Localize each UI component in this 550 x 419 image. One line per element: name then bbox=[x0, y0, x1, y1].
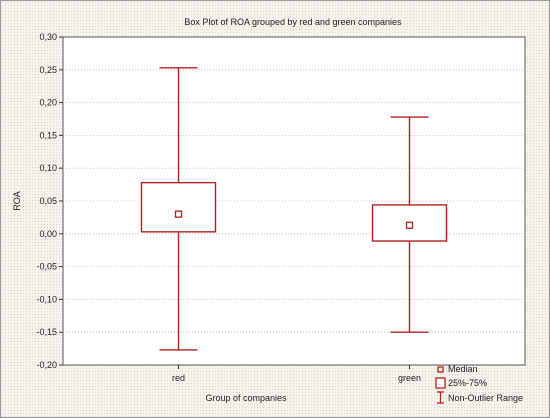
median-marker bbox=[174, 210, 183, 218]
legend-box-label: 25%-75% bbox=[448, 378, 487, 388]
x-tick-label: red bbox=[172, 373, 185, 383]
box-red bbox=[140, 67, 217, 351]
y-tick-label: 0,15 bbox=[39, 130, 57, 140]
chart-title: Box Plot of ROA grouped by red and green… bbox=[184, 17, 402, 27]
y-tick-label: -0,15 bbox=[36, 327, 57, 337]
y-axis-ticks: 0,30 0,25 0,20 0,15 0,10 0,05 0,00 -0,05 -0,10 -0… bbox=[36, 32, 63, 370]
legend-box-marker bbox=[435, 377, 446, 389]
y-tick-label: -0,05 bbox=[36, 262, 57, 272]
y-tick-label: -0,10 bbox=[36, 294, 57, 304]
y-axis-label: ROA bbox=[12, 191, 22, 211]
iqr-box bbox=[371, 204, 448, 242]
x-axis-label: Group of companies bbox=[205, 393, 287, 403]
legend-whisker-marker bbox=[437, 391, 444, 404]
legend-median-label: Median bbox=[448, 364, 478, 374]
y-tick-label: 0,00 bbox=[39, 229, 57, 239]
y-tick-label: 0,30 bbox=[39, 32, 57, 42]
y-tick-label: 0,25 bbox=[39, 65, 57, 75]
legend-whisker-label: Non-Outlier Range bbox=[448, 393, 523, 403]
median-marker bbox=[405, 221, 414, 229]
legend: Median 25%-75% Non-Outlier Range bbox=[435, 364, 523, 404]
grid-layer bbox=[63, 69, 525, 333]
box-green bbox=[371, 116, 448, 333]
iqr-box bbox=[140, 181, 217, 233]
x-axis-ticks: red green bbox=[172, 365, 421, 383]
box-layer bbox=[140, 67, 448, 351]
y-tick-label: 0,20 bbox=[39, 98, 57, 108]
legend-median-marker bbox=[437, 366, 444, 373]
y-tick-label: 0,10 bbox=[39, 163, 57, 173]
y-tick-label: 0,05 bbox=[39, 196, 57, 206]
x-tick-label: green bbox=[398, 373, 421, 383]
y-tick-label: -0,20 bbox=[36, 360, 57, 370]
